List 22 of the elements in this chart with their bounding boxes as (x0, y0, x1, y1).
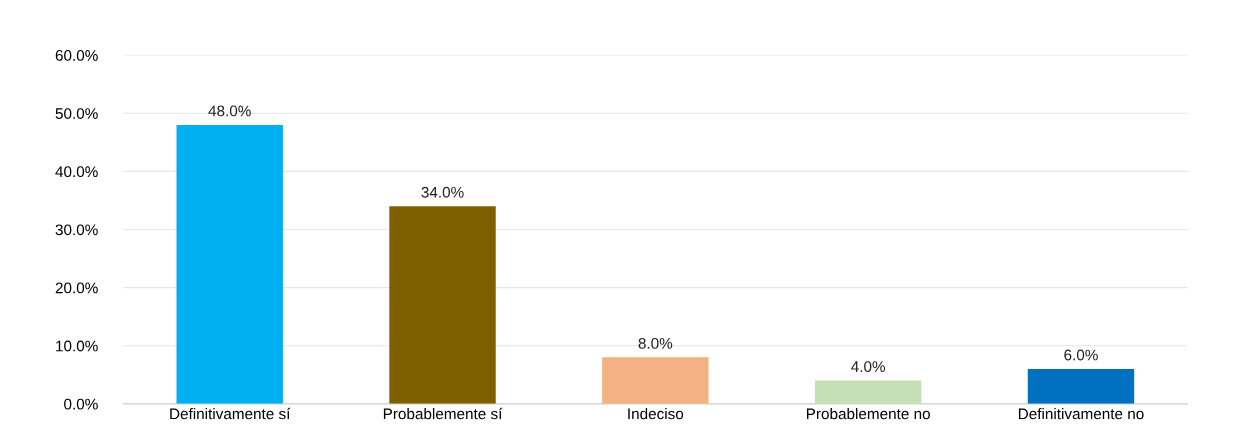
bar (176, 124, 283, 404)
y-tick-label: 10.0% (56, 340, 98, 352)
x-tick-label: Probablemente no (806, 408, 930, 420)
y-tick-label: 0.0% (64, 398, 98, 410)
y-tick-label: 60.0% (55, 50, 98, 61)
data-label: 8.0% (638, 337, 673, 349)
y-tick-label: 40.0% (55, 166, 98, 178)
data-label: 34.0% (421, 186, 464, 198)
bar (814, 380, 922, 404)
x-tick-label: Probablemente sí (383, 407, 503, 420)
y-tick-label: 30.0% (55, 224, 98, 236)
data-label: 6.0% (1064, 349, 1098, 361)
x-tick-label: Definitivamente sí (170, 407, 291, 420)
x-tick-label: Indeciso (628, 408, 684, 420)
data-label: 4.0% (851, 361, 886, 373)
bar (602, 357, 709, 404)
y-tick-label: 50.0% (55, 108, 98, 119)
data-label: 48.0% (208, 105, 251, 117)
x-tick-label: Definitivamente no (1018, 408, 1144, 420)
y-tick-label: 20.0% (55, 282, 98, 294)
bar (1027, 368, 1135, 404)
bar (389, 206, 496, 404)
